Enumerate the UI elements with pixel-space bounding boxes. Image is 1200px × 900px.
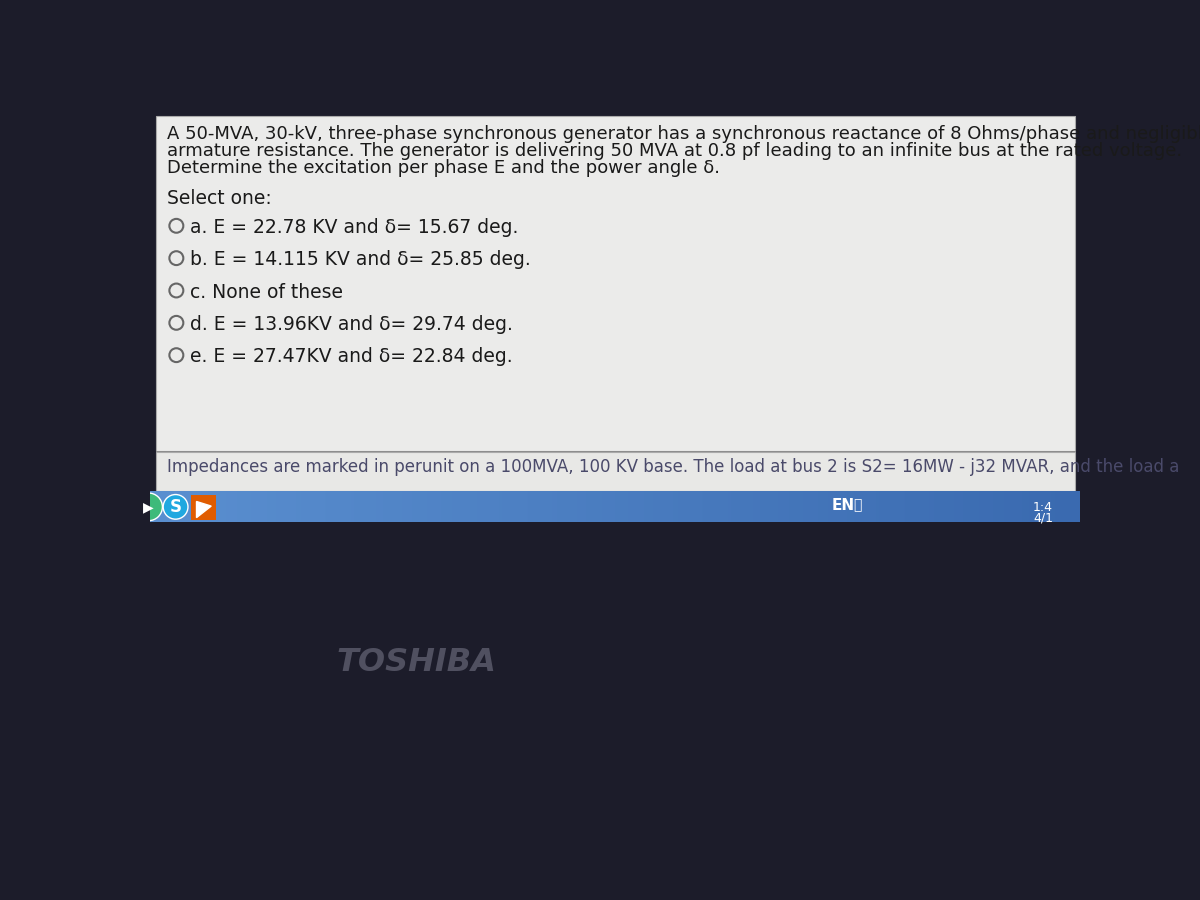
Text: TOSHIBA: TOSHIBA <box>336 647 496 678</box>
Text: EN: EN <box>832 498 856 513</box>
Text: a. E = 22.78 KV and δ= 15.67 deg.: a. E = 22.78 KV and δ= 15.67 deg. <box>190 218 518 237</box>
Text: c. None of these: c. None of these <box>190 283 342 302</box>
Text: 4/1: 4/1 <box>1033 511 1052 525</box>
Text: 1:4: 1:4 <box>1033 500 1052 514</box>
FancyBboxPatch shape <box>156 452 1074 491</box>
FancyBboxPatch shape <box>156 116 1074 451</box>
Text: A 50-MVA, 30-kV, three-phase synchronous generator has a synchronous reactance o: A 50-MVA, 30-kV, three-phase synchronous… <box>167 125 1200 143</box>
Circle shape <box>163 494 188 519</box>
Text: d. E = 13.96KV and δ= 29.74 deg.: d. E = 13.96KV and δ= 29.74 deg. <box>190 315 512 334</box>
Text: ▶: ▶ <box>143 500 154 514</box>
Text: Impedances are marked in perunit on a 100MVA, 100 KV base. The load at bus 2 is : Impedances are marked in perunit on a 10… <box>167 458 1180 476</box>
Circle shape <box>134 493 162 521</box>
Text: armature resistance. The generator is delivering 50 MVA at 0.8 pf leading to an : armature resistance. The generator is de… <box>167 142 1182 160</box>
FancyBboxPatch shape <box>191 495 216 520</box>
Polygon shape <box>197 501 211 518</box>
Text: Select one:: Select one: <box>167 189 272 208</box>
Text: b. E = 14.115 KV and δ= 25.85 deg.: b. E = 14.115 KV and δ= 25.85 deg. <box>190 250 530 269</box>
Text: Determine the excitation per phase E and the power angle δ.: Determine the excitation per phase E and… <box>167 158 720 176</box>
Text: e. E = 27.47KV and δ= 22.84 deg.: e. E = 27.47KV and δ= 22.84 deg. <box>190 347 512 366</box>
Text: S: S <box>169 498 181 516</box>
Text: ❓: ❓ <box>853 499 862 512</box>
